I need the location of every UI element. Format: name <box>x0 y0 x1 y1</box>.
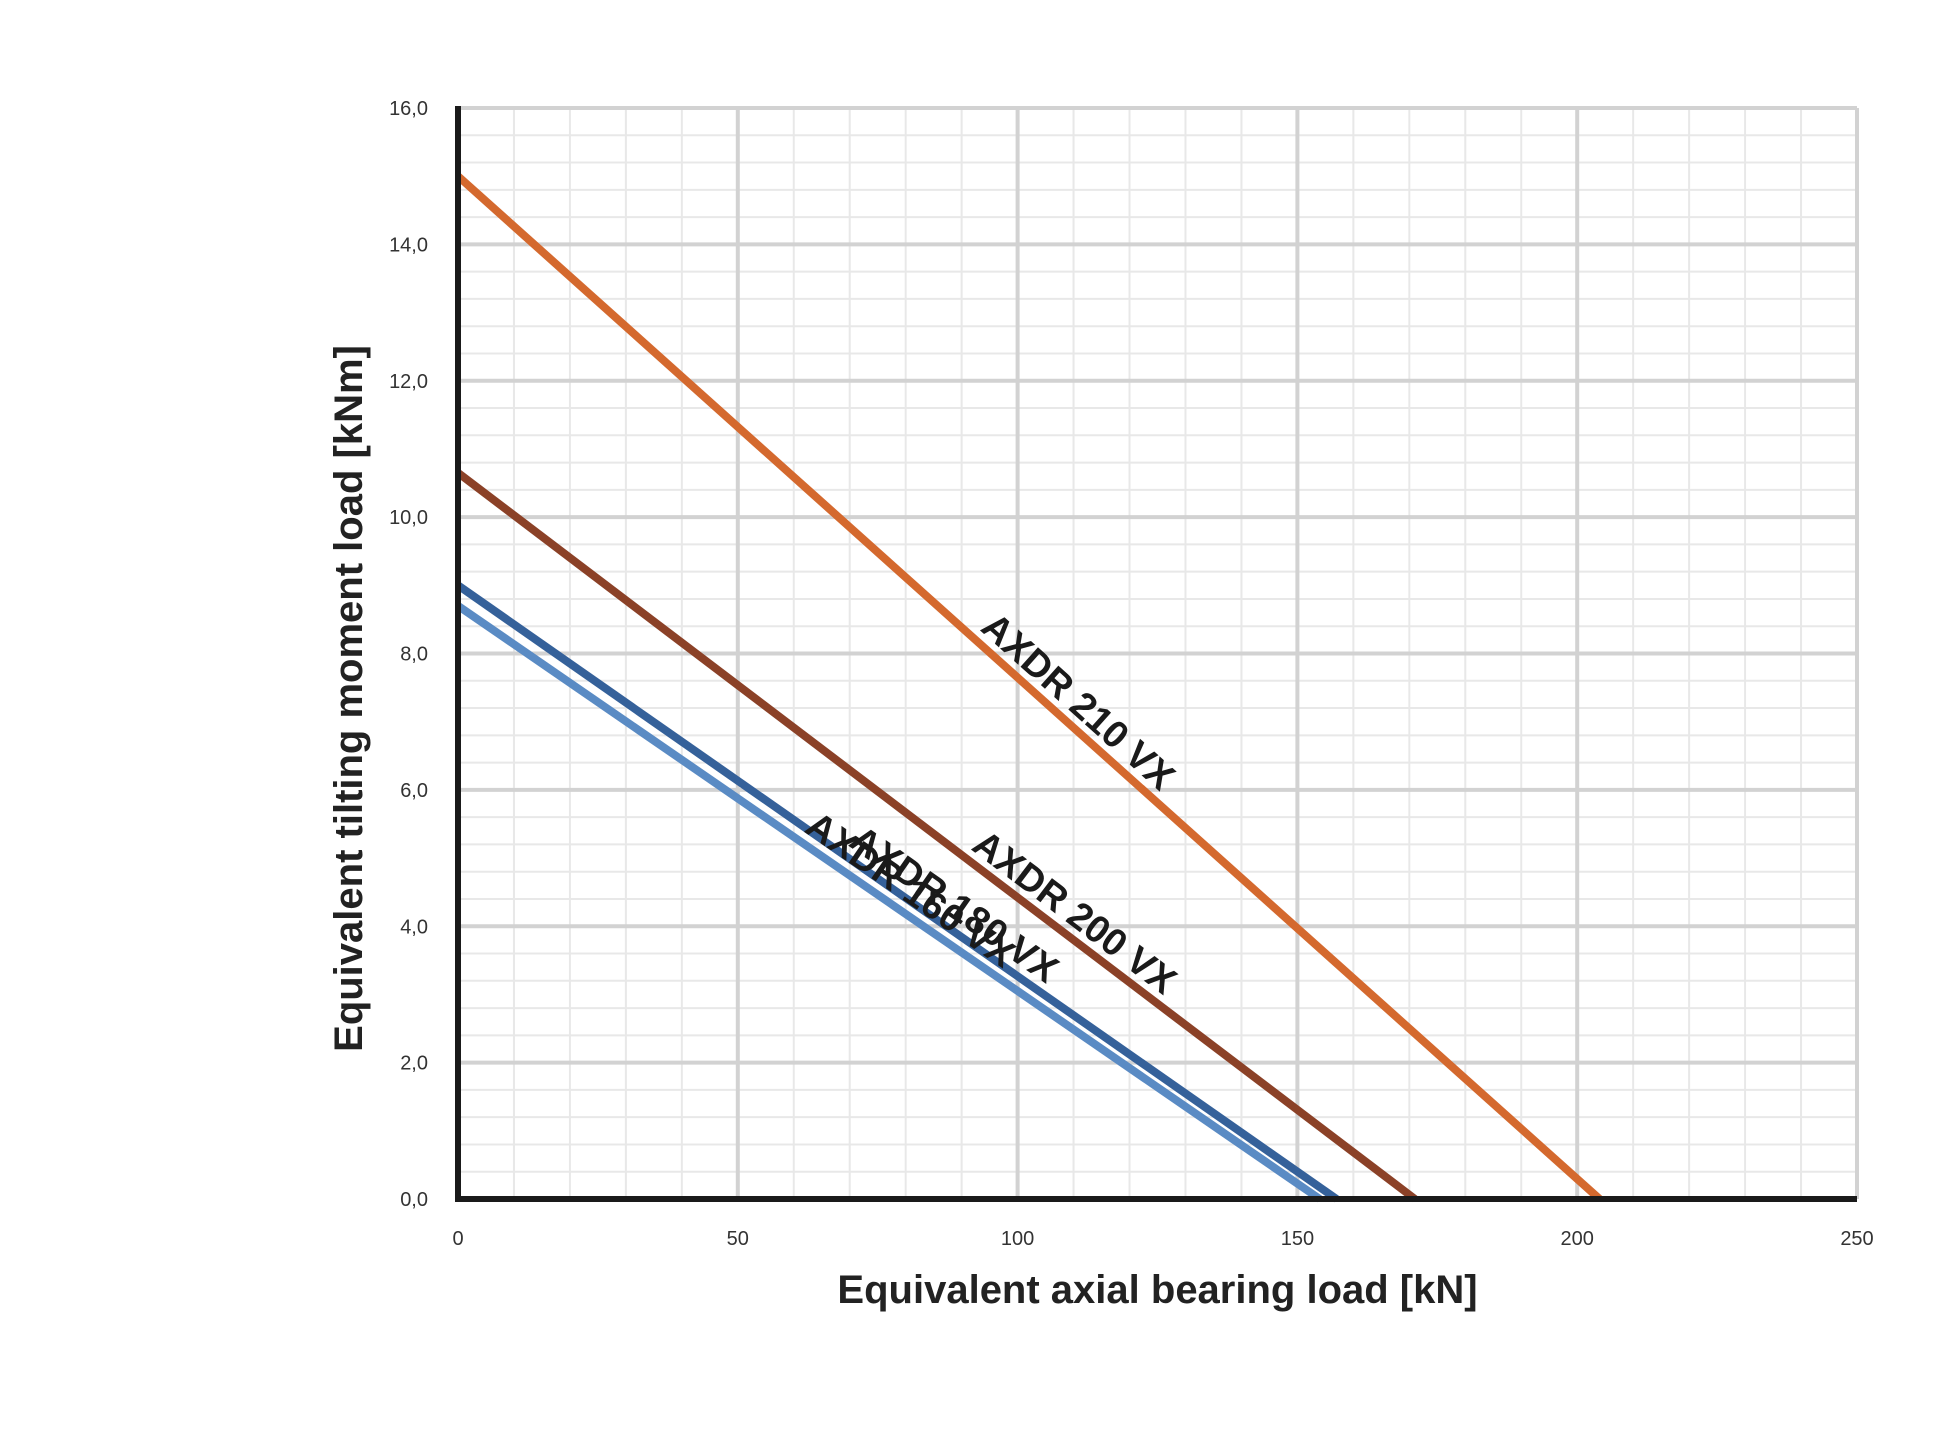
x-tick-label: 0 <box>452 1228 463 1250</box>
x-tick-label: 200 <box>1561 1228 1594 1250</box>
y-tick-label: 16,0 <box>389 98 428 120</box>
y-tick-label: 6,0 <box>400 780 428 802</box>
x-axis-title: Equivalent axial bearing load [kN] <box>837 1268 1477 1312</box>
series-line <box>455 173 1603 1202</box>
series-lines <box>455 173 1603 1203</box>
y-tick-label: 8,0 <box>400 644 428 666</box>
series-label: AXDR 210 VX <box>973 605 1182 799</box>
x-tick-label: 150 <box>1281 1228 1314 1250</box>
y-tick-label: 2,0 <box>400 1053 428 1075</box>
series-line <box>455 582 1339 1203</box>
x-tick-label: 250 <box>1840 1228 1873 1250</box>
series-line <box>455 602 1323 1203</box>
y-tick-label: 14,0 <box>389 234 428 256</box>
series-line <box>455 469 1418 1203</box>
y-axis-title: Equivalent tilting moment load [kNm] <box>327 345 371 1052</box>
x-tick-labels: 0 50 100 150 200 250 <box>452 1228 1873 1250</box>
x-tick-label: 100 <box>1001 1228 1034 1250</box>
y-tick-label: 10,0 <box>389 507 428 529</box>
y-tick-label: 4,0 <box>400 916 428 938</box>
axes <box>455 106 1857 1202</box>
x-tick-label: 50 <box>727 1228 749 1250</box>
y-tick-label: 12,0 <box>389 371 428 393</box>
y-tick-label: 0,0 <box>400 1189 428 1211</box>
y-tick-labels: 0,0 2,0 4,0 6,0 8,0 10,0 12,0 14,0 16,0 <box>389 98 428 1211</box>
